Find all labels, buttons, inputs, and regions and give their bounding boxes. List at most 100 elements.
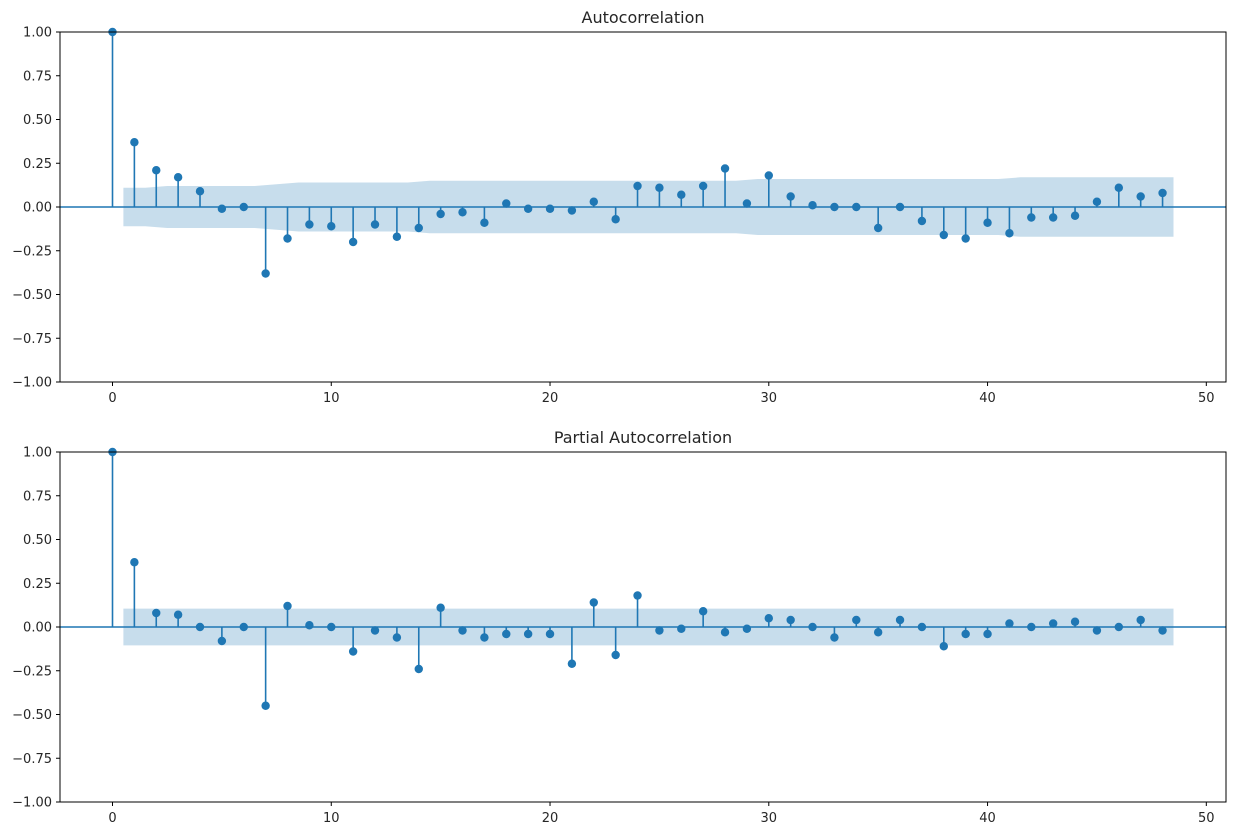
pacf-point-lag-11: [348, 647, 358, 656]
pacf-point-lag-17: [480, 633, 489, 642]
acf-point-lag-24: [633, 181, 642, 191]
pacf-point-lag-7: [261, 701, 270, 710]
pacf-point-lag-24: [633, 591, 642, 600]
acf-point-lag-29: [742, 199, 752, 208]
acf-ytick-label: −1.00: [12, 376, 52, 391]
pacf-point-lag-39: [961, 629, 970, 639]
acf-xtick-label: 30: [761, 391, 778, 406]
pacf-xtick-label: 50: [1198, 811, 1215, 826]
acf-point-lag-10: [327, 222, 336, 231]
pacf-point-lag-21: [567, 659, 577, 668]
acf-point-lag-34: [852, 202, 861, 212]
acf-ytick-label: 0.75: [23, 69, 52, 84]
pacf-point-lag-36: [895, 615, 905, 625]
pacf-point-lag-43: [1048, 619, 1058, 628]
acf-point-lag-37: [917, 216, 927, 226]
acf-point-lag-8: [283, 234, 292, 243]
pacf-point-lag-40: [983, 629, 992, 639]
acf-point-lag-5: [217, 204, 227, 213]
acf-ytick-label: 0.25: [23, 157, 52, 172]
pacf-point-lag-41: [1005, 619, 1014, 628]
pacf-point-lag-45: [1092, 626, 1102, 635]
acf-point-lag-42: [1027, 213, 1036, 222]
acf-point-lag-45: [1092, 197, 1102, 206]
acf-point-lag-39: [961, 234, 970, 243]
acf-point-lag-15: [436, 209, 445, 219]
acf-point-lag-28: [720, 164, 730, 173]
pacf-point-lag-33: [830, 633, 839, 642]
acf-point-lag-4: [195, 187, 205, 196]
acf-xtick-label: 40: [979, 391, 996, 406]
pacf-ytick-label: −0.50: [12, 708, 52, 723]
acf-point-lag-40: [983, 218, 992, 227]
pacf-point-lag-46: [1114, 622, 1124, 632]
pacf-point-lag-27: [698, 607, 708, 616]
pacf-ytick-label: 0.75: [23, 489, 52, 504]
acf-ytick-label: 0.00: [23, 201, 52, 216]
pacf-point-lag-28: [720, 628, 730, 637]
pacf-point-lag-29: [742, 624, 752, 633]
pacf-point-lag-35: [873, 628, 883, 637]
acf-xtick-label: 10: [323, 391, 340, 406]
pacf-point-lag-32: [808, 622, 817, 632]
acf-point-lag-23: [611, 215, 620, 224]
acf-point-lag-21: [567, 206, 577, 215]
acf-point-lag-43: [1048, 213, 1058, 222]
pacf-point-lag-10: [327, 622, 336, 632]
pacf-point-lag-20: [545, 629, 555, 639]
pacf-point-lag-5: [217, 636, 227, 646]
acf-point-lag-6: [239, 202, 248, 212]
pacf-ytick-label: 0.50: [23, 533, 52, 548]
acf-point-lag-30: [764, 171, 773, 180]
pacf-point-lag-8: [283, 601, 292, 611]
pacf-point-lag-2: [152, 608, 161, 618]
acf-xtick-label: 20: [542, 391, 559, 406]
acf-point-lag-33: [830, 202, 839, 212]
acf-point-lag-16: [458, 208, 467, 217]
acf-ytick-label: −0.50: [12, 288, 52, 303]
acf-xtick-label: 50: [1198, 391, 1215, 406]
pacf-point-lag-22: [589, 598, 598, 607]
acf-point-lag-27: [698, 181, 708, 191]
pacf-point-lag-42: [1027, 622, 1036, 632]
acf-point-lag-38: [939, 230, 948, 240]
acf-point-lag-19: [523, 204, 533, 213]
pacf-point-lag-12: [370, 626, 380, 635]
pacf-plot: 1.00 0.75 0.50 0.25 0.00 −0.25 −0.50 −0.75 −1.00…: [12, 428, 1227, 826]
pacf-point-lag-18: [502, 629, 511, 639]
pacf-ytick-label: −0.25: [12, 664, 52, 679]
pacf-point-lag-3: [173, 610, 183, 619]
pacf-point-lag-34: [852, 615, 861, 625]
pacf-point-lag-16: [458, 626, 467, 635]
pacf-point-lag-15: [436, 603, 445, 612]
acf-point-lag-26: [677, 190, 686, 199]
acf-point-lag-13: [392, 232, 402, 241]
acf-point-lag-2: [152, 166, 161, 175]
acf-ytick-label: −0.75: [12, 332, 52, 347]
acf-point-lag-18: [502, 199, 511, 208]
pacf-point-lag-23: [611, 650, 620, 660]
acf-ytick-label: 0.50: [23, 113, 52, 128]
acf-point-lag-17: [480, 218, 489, 227]
pacf-xtick-label: 0: [108, 811, 116, 826]
pacf-point-lag-19: [523, 629, 533, 639]
acf-point-lag-12: [370, 220, 380, 229]
acf-point-lag-22: [589, 197, 598, 206]
acf-point-lag-48: [1158, 188, 1167, 198]
pacf-ytick-label: −0.75: [12, 752, 52, 767]
pacf-point-lag-14: [414, 664, 423, 674]
acf-point-lag-32: [808, 201, 817, 210]
acf-point-lag-47: [1136, 192, 1145, 201]
acf-point-lag-1: [130, 138, 139, 147]
pacf-xtick-label: 10: [323, 811, 340, 826]
acf-ytick-label: 1.00: [23, 26, 52, 41]
pacf-point-lag-6: [239, 622, 248, 632]
acf-point-lag-11: [348, 237, 358, 247]
acf-point-lag-25: [655, 183, 664, 192]
acf-point-lag-20: [545, 204, 555, 213]
pacf-point-lag-4: [195, 622, 205, 632]
pacf-point-lag-38: [939, 642, 948, 651]
acf-point-lag-46: [1114, 183, 1124, 192]
acf-plot: 1.00 0.75 0.50 0.25 0.00 −0.25 −0.50 −0.75 −1.00…: [12, 8, 1227, 406]
